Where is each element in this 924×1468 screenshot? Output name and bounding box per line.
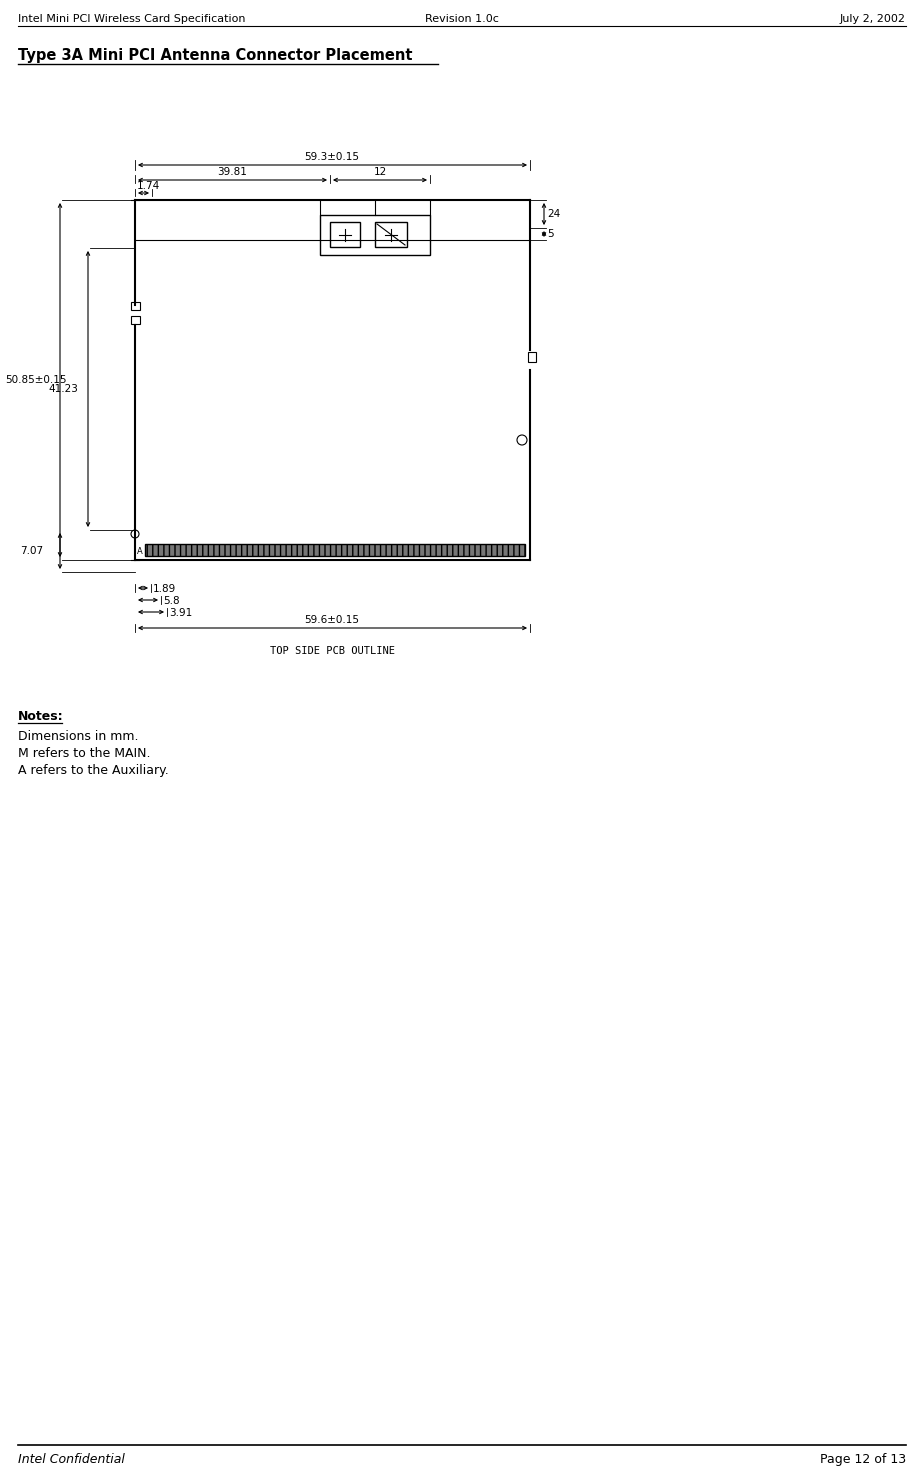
Text: 3.91: 3.91 [169, 608, 192, 618]
Text: A: A [137, 546, 142, 555]
Circle shape [131, 530, 139, 537]
Text: Page 12 of 13: Page 12 of 13 [820, 1453, 906, 1467]
Bar [528, 352, 536, 363]
Text: Dimensions in mm.: Dimensions in mm. [18, 730, 139, 743]
Bar [131, 302, 140, 310]
Text: Type 3A Mini PCI Antenna Connector Placement: Type 3A Mini PCI Antenna Connector Place… [18, 48, 412, 63]
Text: A refers to the Auxiliary.: A refers to the Auxiliary. [18, 763, 169, 777]
Text: Notes:: Notes: [18, 711, 64, 724]
Text: Intel Mini PCI Wireless Card Specification: Intel Mini PCI Wireless Card Specificati… [18, 15, 246, 23]
Text: July 2, 2002: July 2, 2002 [840, 15, 906, 23]
Text: Intel Confidential: Intel Confidential [18, 1453, 125, 1467]
Text: 24: 24 [547, 208, 560, 219]
Text: 1.74: 1.74 [137, 181, 160, 191]
Bar [330, 222, 360, 247]
Text: 5.8: 5.8 [163, 596, 179, 606]
Text: 7.07: 7.07 [20, 546, 43, 556]
Bar [320, 214, 430, 255]
Text: Revision 1.0c: Revision 1.0c [425, 15, 499, 23]
Bar [131, 316, 140, 324]
Text: 12: 12 [373, 167, 386, 178]
Text: TOP SIDE PCB OUTLINE: TOP SIDE PCB OUTLINE [270, 646, 395, 656]
Bar [375, 222, 407, 247]
Text: 41.23: 41.23 [48, 385, 78, 393]
Bar [145, 545, 525, 556]
Circle shape [517, 435, 527, 445]
Text: 5: 5 [547, 229, 553, 239]
Text: 39.81: 39.81 [217, 167, 247, 178]
Text: 59.6±0.15: 59.6±0.15 [305, 615, 359, 625]
Text: 1.89: 1.89 [153, 584, 176, 595]
Text: 59.3±0.15: 59.3±0.15 [305, 153, 359, 161]
Text: 50.85±0.15: 50.85±0.15 [5, 374, 67, 385]
Text: M refers to the MAIN.: M refers to the MAIN. [18, 747, 151, 760]
